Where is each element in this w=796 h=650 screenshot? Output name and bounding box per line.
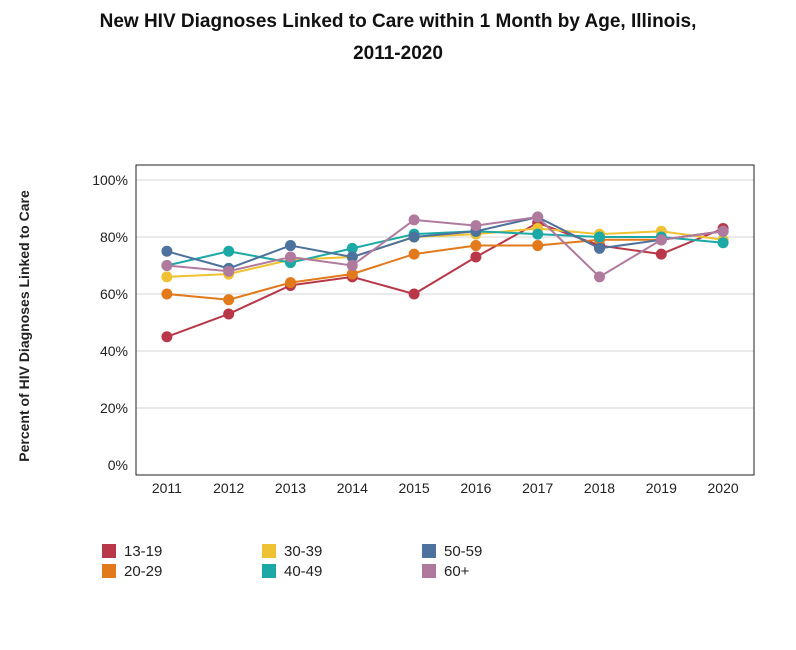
x-tick-label: 2018	[584, 480, 615, 496]
x-tick-label: 2011	[152, 480, 182, 496]
data-point	[223, 265, 235, 277]
gridlines	[136, 179, 754, 409]
y-tick-label: 40%	[100, 343, 128, 359]
data-point	[223, 245, 235, 257]
series-50-59	[161, 211, 729, 274]
data-point	[285, 240, 296, 252]
data-point	[161, 331, 173, 343]
legend-label: 20-29	[124, 562, 163, 580]
legend-swatch	[422, 564, 436, 578]
data-point	[408, 248, 420, 260]
legend-swatch	[422, 544, 436, 558]
x-axis-ticks: 2011 2012 2013 2014 2015 2016 2017 2018 2019 2020	[152, 480, 739, 496]
data-point	[408, 288, 420, 300]
legend-label: 30-39	[284, 542, 323, 560]
plot-frame	[135, 164, 755, 476]
x-tick-label: 2015	[399, 480, 430, 496]
data-point	[161, 271, 173, 283]
series-lines	[161, 211, 729, 343]
data-point	[655, 248, 667, 260]
data-point	[717, 225, 729, 237]
legend-item: 30-39	[262, 541, 422, 561]
data-point	[161, 288, 173, 300]
y-axis-ticks: 0% 20% 40% 60% 80% 100%	[92, 172, 128, 473]
x-tick-label: 2019	[646, 480, 677, 496]
series-line	[166, 216, 724, 270]
data-point	[532, 228, 544, 240]
legend-swatch	[262, 544, 276, 558]
y-tick-label: 80%	[100, 229, 128, 245]
chart-title-line-2: 2011-2020	[353, 43, 443, 64]
data-point	[161, 245, 173, 257]
legend-item: 60+	[422, 561, 542, 581]
legend: 13-19 20-29 30-39 40-49 50-59 60+	[102, 541, 522, 581]
legend-label: 60+	[444, 562, 470, 580]
data-point	[594, 271, 605, 283]
legend-item: 50-59	[422, 541, 542, 561]
y-tick-label: 100%	[92, 172, 128, 188]
data-point	[285, 277, 296, 289]
legend-item: 20-29	[102, 561, 262, 581]
data-point	[532, 240, 544, 252]
legend-item: 13-19	[102, 541, 262, 561]
x-tick-label: 2020	[708, 480, 739, 496]
chart-title: New HIV Diagnoses Linked to Care within …	[0, 6, 796, 70]
chart-title-line-1: New HIV Diagnoses Linked to Care within …	[99, 11, 697, 32]
legend-swatch	[102, 564, 116, 578]
data-point	[594, 242, 605, 254]
legend-label: 13-19	[124, 542, 163, 560]
legend-label: 40-49	[284, 562, 323, 580]
data-point	[408, 231, 420, 243]
data-point	[470, 251, 482, 263]
data-point	[161, 260, 173, 271]
data-point	[717, 237, 729, 249]
x-tick-label: 2014	[337, 480, 368, 496]
series-line	[166, 230, 724, 301]
data-point	[470, 240, 482, 252]
series-60plus	[161, 211, 729, 283]
data-point	[223, 294, 235, 306]
data-point	[346, 251, 358, 263]
y-tick-label: 0%	[108, 457, 128, 473]
x-tick-label: 2017	[522, 480, 553, 496]
data-point	[470, 220, 482, 232]
data-point	[346, 260, 358, 271]
x-tick-label: 2016	[460, 480, 491, 496]
series-line	[166, 221, 724, 338]
data-point	[285, 251, 296, 263]
legend-label: 50-59	[444, 542, 483, 560]
data-point	[223, 308, 235, 320]
legend-swatch	[102, 544, 116, 558]
series-line	[166, 227, 724, 278]
data-point	[408, 214, 420, 226]
legend-swatch	[262, 564, 276, 578]
x-tick-label: 2013	[275, 480, 306, 496]
legend-item: 40-49	[262, 561, 422, 581]
data-point	[346, 268, 358, 280]
data-point	[532, 211, 544, 223]
data-point	[655, 234, 667, 246]
series-line	[166, 216, 724, 279]
data-point	[346, 242, 358, 254]
y-tick-label: 20%	[100, 400, 128, 416]
x-tick-label: 2012	[213, 480, 244, 496]
data-point	[594, 231, 605, 243]
y-tick-label: 60%	[100, 286, 128, 302]
